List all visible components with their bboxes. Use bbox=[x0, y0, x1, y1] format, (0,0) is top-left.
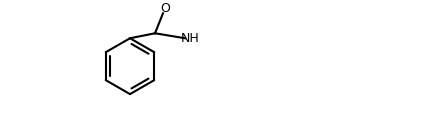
Text: O: O bbox=[160, 2, 170, 15]
Text: NH: NH bbox=[181, 32, 199, 45]
